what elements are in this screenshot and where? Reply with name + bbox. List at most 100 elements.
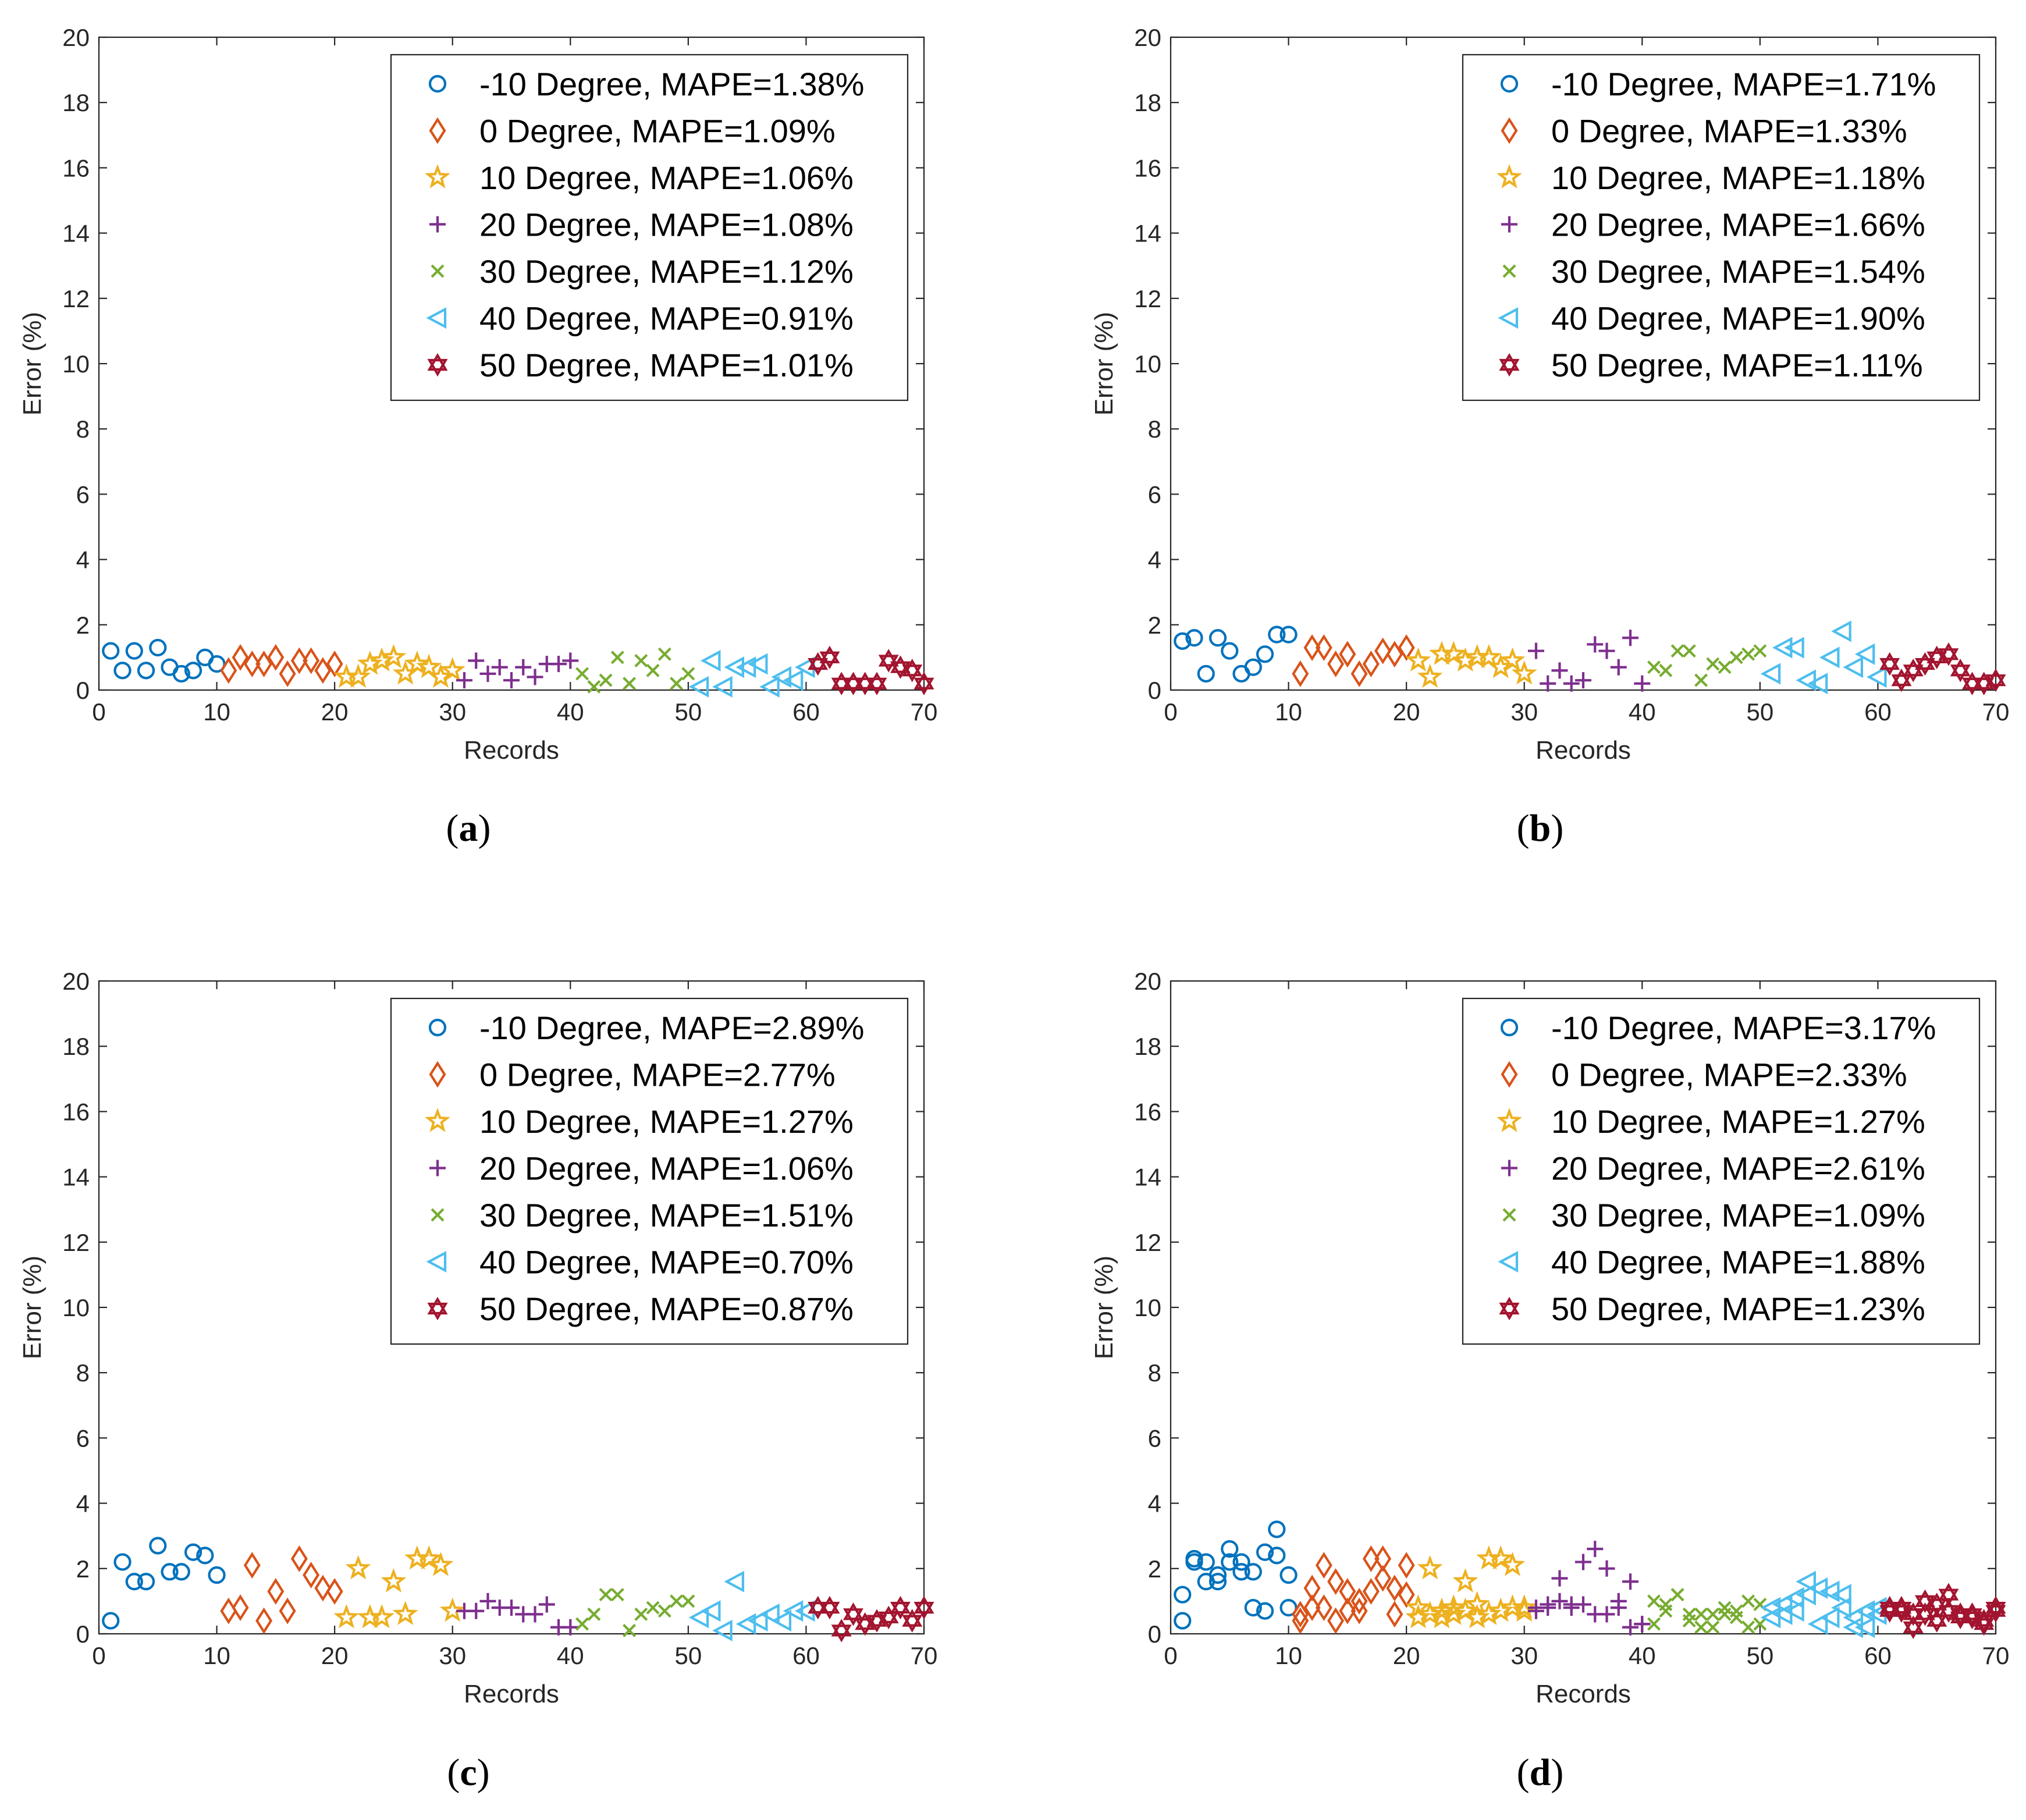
legend-entry: 40 Degree, MAPE=1.90% <box>1551 300 1925 337</box>
data-point <box>1244 1563 1262 1581</box>
series-0 <box>1174 625 1298 683</box>
data-point <box>1706 1607 1720 1621</box>
legend-marker <box>1498 1250 1519 1273</box>
data-point <box>1854 643 1875 665</box>
series-3 <box>1527 1541 1651 1636</box>
data-point <box>1256 645 1274 663</box>
data-point <box>1551 1570 1568 1587</box>
data-point <box>1854 1616 1875 1638</box>
data-point <box>381 644 407 669</box>
series-3 <box>456 652 579 689</box>
data-point <box>1694 1607 1708 1621</box>
legend-entry: 30 Degree, MAPE=1.54% <box>1551 253 1925 290</box>
data-point <box>1819 1606 1840 1629</box>
x-tick-label: 10 <box>203 698 230 726</box>
legend-entry: -10 Degree, MAPE=1.38% <box>479 66 864 102</box>
data-point <box>1303 634 1321 662</box>
y-tick-label: 10 <box>62 350 90 378</box>
data-point <box>724 1570 744 1592</box>
data-point <box>587 680 601 694</box>
x-tick-label: 10 <box>203 1642 230 1669</box>
data-point <box>1819 646 1840 669</box>
data-point <box>759 1603 780 1625</box>
x-axis-label: Records <box>464 736 559 765</box>
data-point <box>1398 1552 1415 1579</box>
data-point <box>1209 1573 1227 1591</box>
legend-entry: 10 Degree, MAPE=1.27% <box>1551 1103 1925 1140</box>
data-point <box>196 1547 214 1565</box>
data-point <box>1540 675 1556 692</box>
legend-marker <box>1498 307 1519 329</box>
legend-marker <box>428 74 447 93</box>
legend-entry: 50 Degree, MAPE=1.23% <box>1551 1291 1925 1327</box>
y-tick-label: 6 <box>1148 481 1161 508</box>
data-point <box>1362 1578 1380 1605</box>
legend-box <box>390 997 909 1345</box>
data-point <box>527 669 543 685</box>
legend-marker <box>1501 216 1517 233</box>
data-point <box>1244 1599 1262 1617</box>
y-tick-label: 12 <box>1134 1229 1161 1256</box>
data-point <box>1511 1594 1537 1619</box>
series-4 <box>575 647 695 694</box>
data-point <box>1386 641 1403 668</box>
legend-entry: 10 Degree, MAPE=1.06% <box>479 159 854 196</box>
y-axis-label: Error (%) <box>1090 1256 1118 1359</box>
data-point <box>1729 650 1743 664</box>
data-point <box>1441 641 1466 665</box>
data-point <box>1185 629 1203 647</box>
legend-box <box>1462 54 1981 401</box>
x-tick-label: 30 <box>439 1642 466 1669</box>
y-tick-label: 2 <box>76 1555 90 1583</box>
data-point <box>1772 637 1793 659</box>
data-point <box>1527 642 1544 659</box>
x-tick-label: 0 <box>92 698 105 726</box>
x-tick-label: 0 <box>1164 698 1177 726</box>
series-4 <box>1647 1588 1767 1634</box>
y-tick-label: 14 <box>1134 1164 1161 1191</box>
y-tick-label: 6 <box>76 481 90 508</box>
data-point <box>303 647 320 674</box>
legend-entry: 20 Degree, MAPE=1.08% <box>479 207 854 243</box>
data-point <box>914 1595 934 1620</box>
data-point <box>1807 673 1828 695</box>
x-tick-label: 20 <box>1393 698 1420 726</box>
data-point <box>1339 1578 1356 1605</box>
data-point <box>267 644 285 671</box>
data-point <box>747 1610 768 1632</box>
data-point <box>1221 642 1239 660</box>
x-tick-label: 10 <box>1275 1642 1302 1669</box>
legend-entry: -10 Degree, MAPE=3.17% <box>1551 1009 1936 1046</box>
series-5 <box>688 1570 815 1641</box>
data-point <box>1831 620 1851 642</box>
data-point <box>1398 634 1415 662</box>
legend-box <box>390 54 909 401</box>
y-tick-label: 8 <box>76 415 90 443</box>
data-point <box>866 671 887 696</box>
data-point <box>670 677 684 691</box>
data-point <box>1256 1543 1274 1561</box>
data-point <box>1647 660 1661 674</box>
data-point <box>1256 1602 1274 1620</box>
data-point <box>1268 625 1286 644</box>
data-point <box>599 1588 613 1602</box>
data-point <box>290 1545 308 1572</box>
data-point <box>113 1553 131 1571</box>
data-point <box>1221 1553 1239 1571</box>
data-point <box>1185 1553 1203 1571</box>
y-tick-label: 0 <box>1148 1620 1161 1648</box>
data-point <box>670 1594 684 1608</box>
data-point <box>416 1545 442 1570</box>
panel-caption: (b) <box>1517 807 1564 849</box>
data-point <box>634 654 648 667</box>
data-point <box>538 1596 555 1613</box>
panel-caption: (d) <box>1517 1751 1564 1794</box>
data-point <box>1729 1604 1743 1618</box>
data-point <box>1174 1586 1192 1604</box>
legend: -10 Degree, MAPE=2.89% 0 Degree, MAPE=2.7… <box>390 997 909 1345</box>
data-point <box>439 1597 465 1622</box>
data-point <box>1405 1594 1431 1619</box>
data-point <box>1268 1520 1286 1538</box>
legend-marker <box>425 164 450 189</box>
